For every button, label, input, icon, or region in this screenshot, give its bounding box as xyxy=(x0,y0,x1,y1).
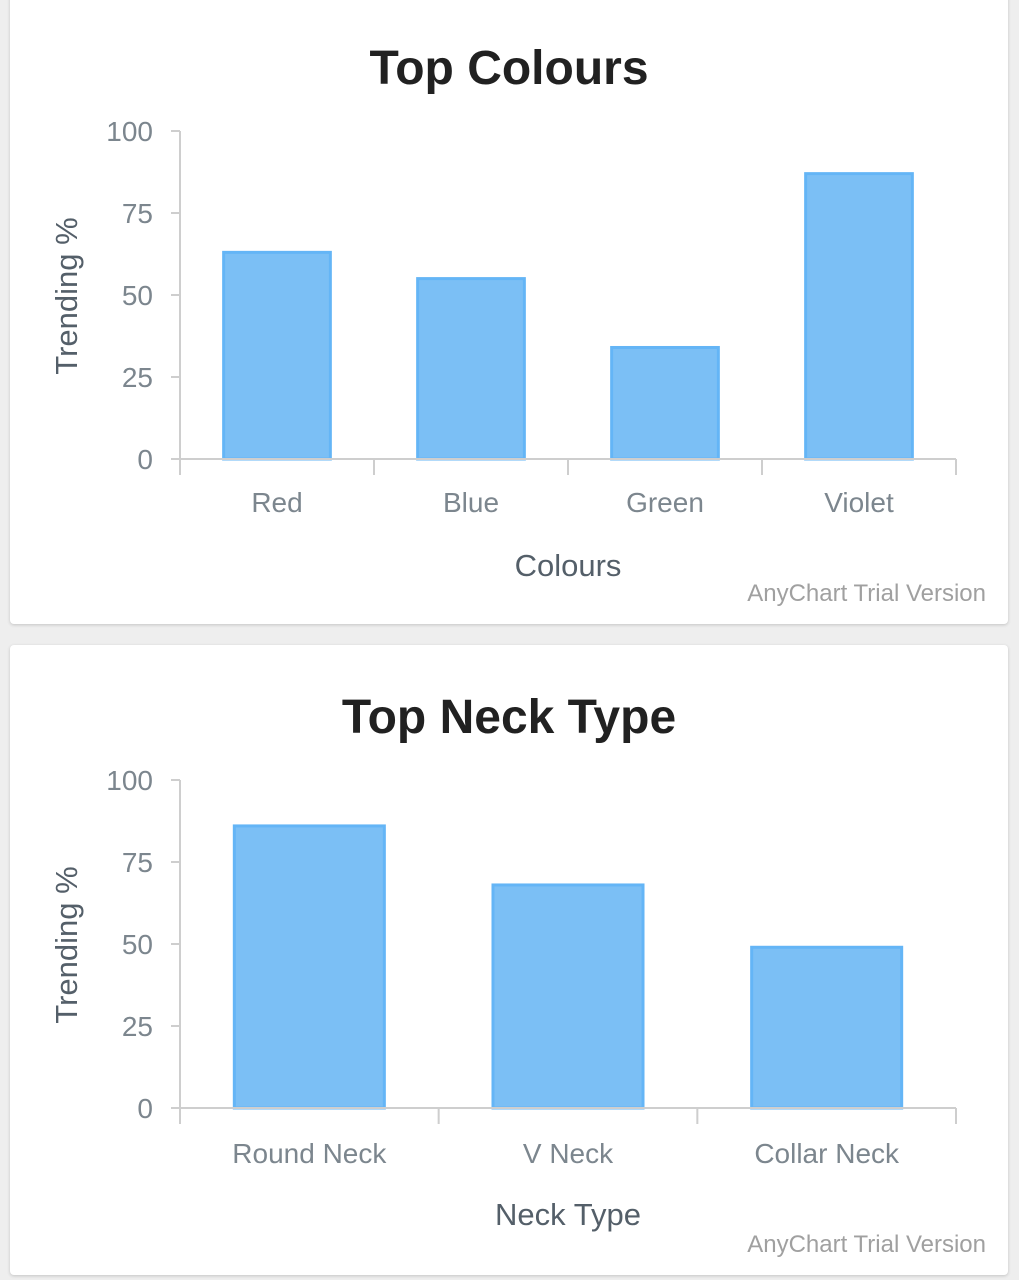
bar-collar-neck[interactable] xyxy=(750,945,904,1110)
y-axis-title: Trending % xyxy=(49,866,84,1023)
y-axis-title: Trending % xyxy=(49,217,84,374)
y-tick-label: 0 xyxy=(137,444,153,475)
bar-v-neck[interactable] xyxy=(491,883,645,1110)
x-tick-label: V Neck xyxy=(523,1138,614,1169)
x-axis-title: Neck Type xyxy=(495,1197,641,1232)
y-tick-label: 25 xyxy=(122,1011,153,1042)
chart-title: Top Neck Type xyxy=(342,691,676,744)
x-tick-label: Red xyxy=(251,487,302,518)
chart-card-top-colours: Top Colours Trending % Colours 0 25 50 75 10… xyxy=(10,0,1008,624)
bar-chart-top-neck-type: Top Neck Type Trending % Neck Type 0 25 50… xyxy=(49,691,957,1232)
bar-violet[interactable] xyxy=(804,172,914,461)
bar-blue[interactable] xyxy=(416,277,526,461)
x-tick-label: Blue xyxy=(443,487,499,518)
y-tick-label: 25 xyxy=(122,362,153,393)
y-tick-label: 50 xyxy=(122,929,153,960)
y-tick-label: 0 xyxy=(137,1093,153,1124)
y-tick-label: 100 xyxy=(106,116,153,147)
bar-chart-top-colours: Top Colours Trending % Colours 0 25 50 75 10… xyxy=(49,42,957,583)
y-tick-label: 75 xyxy=(122,198,153,229)
bar-round-neck[interactable] xyxy=(232,824,386,1110)
y-tick-label: 50 xyxy=(122,280,153,311)
y-tick-label: 75 xyxy=(122,847,153,878)
bar-red[interactable] xyxy=(222,250,332,461)
chart-credits[interactable]: AnyChart Trial Version xyxy=(747,1231,986,1258)
x-tick-label: Violet xyxy=(824,487,894,518)
y-tick-label: 100 xyxy=(106,765,153,796)
chart-card-top-neck-type: Top Neck Type Trending % Neck Type 0 25 50… xyxy=(10,645,1008,1275)
chart-title: Top Colours xyxy=(369,42,648,95)
x-tick-label: Green xyxy=(626,487,704,518)
x-tick-label: Round Neck xyxy=(232,1138,387,1169)
x-tick-label: Collar Neck xyxy=(754,1138,900,1169)
chart-credits[interactable]: AnyChart Trial Version xyxy=(747,580,986,607)
bar-green[interactable] xyxy=(610,345,720,461)
x-axis-title: Colours xyxy=(515,548,622,583)
